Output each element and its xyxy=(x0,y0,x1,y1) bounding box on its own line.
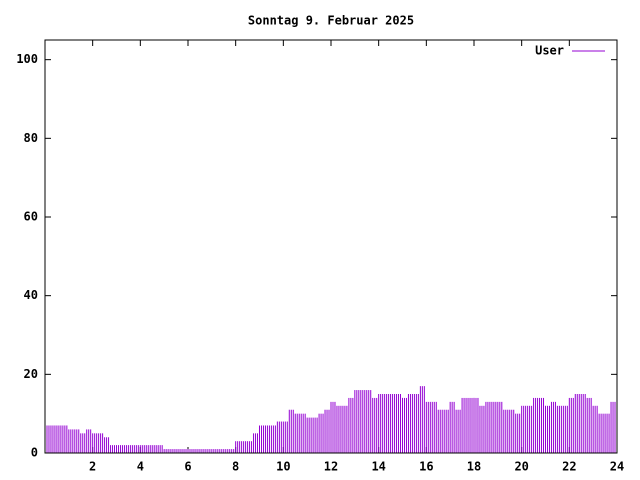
x-tick-label: 20 xyxy=(514,460,528,474)
y-tick-label: 60 xyxy=(24,210,38,224)
x-tick-label: 2 xyxy=(89,460,96,474)
y-tick-label: 20 xyxy=(24,367,38,381)
x-tick-label: 4 xyxy=(137,460,144,474)
legend-label: User xyxy=(535,44,564,58)
x-tick-label: 6 xyxy=(184,460,191,474)
x-tick-label: 8 xyxy=(232,460,239,474)
chart-title: Sonntag 9. Februar 2025 xyxy=(248,14,414,28)
x-tick-label: 14 xyxy=(371,460,385,474)
x-tick-label: 12 xyxy=(324,460,338,474)
x-tick-label: 16 xyxy=(419,460,433,474)
x-tick-label: 10 xyxy=(276,460,290,474)
y-tick-label: 0 xyxy=(31,446,38,460)
y-tick-label: 80 xyxy=(24,131,38,145)
y-tick-label: 100 xyxy=(16,52,38,66)
y-tick-label: 40 xyxy=(24,288,38,302)
x-tick-label: 24 xyxy=(610,460,624,474)
x-tick-label: 22 xyxy=(562,460,576,474)
plot-border xyxy=(44,39,618,454)
x-tick-label: 18 xyxy=(467,460,481,474)
